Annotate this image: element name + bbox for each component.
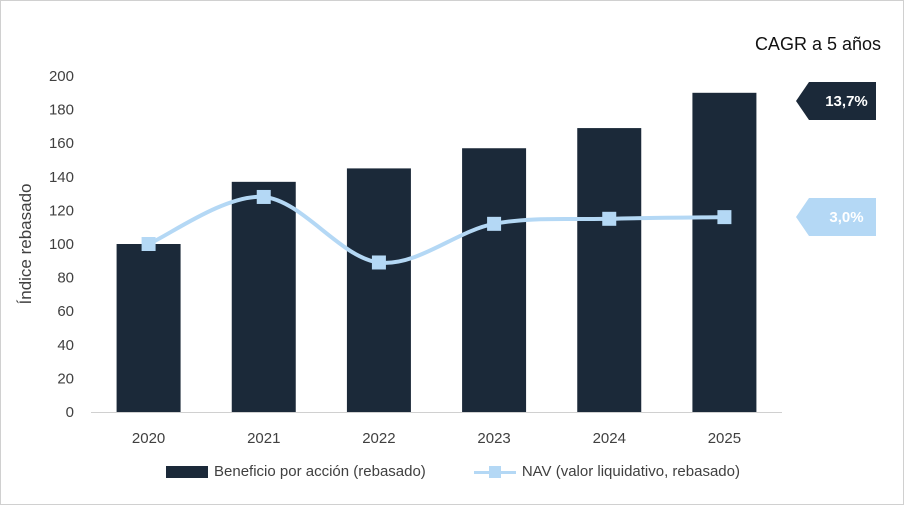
cagr-title: CAGR a 5 años — [755, 34, 881, 54]
legend-label-eps: Beneficio por acción (rebasado) — [214, 463, 426, 480]
cagr-flag-label: 3,0% — [829, 209, 863, 226]
bar-2023 — [462, 148, 527, 413]
y-tick-label: 80 — [57, 270, 74, 287]
cagr-flag-shape — [796, 198, 876, 236]
x-tick-label: 2022 — [362, 430, 395, 447]
y-tick-label: 20 — [57, 370, 74, 387]
y-tick-label: 40 — [57, 337, 74, 354]
cagr-flags: 13,7% 3,0% — [796, 82, 876, 236]
bar-2024 — [577, 128, 642, 412]
y-tick-label: 120 — [49, 202, 74, 219]
nav-series-markers — [141, 189, 732, 270]
x-tick-label: 2025 — [708, 430, 741, 447]
cagr-flag-shape — [796, 82, 876, 120]
y-tick-label: 160 — [49, 135, 74, 152]
y-tick-label: 60 — [57, 303, 74, 320]
x-tick-label: 2021 — [247, 430, 280, 447]
y-axis-ticks: 0 20 40 60 80 100 120 140 160 180 200 — [49, 68, 74, 421]
legend-swatch-line — [473, 465, 516, 478]
legend-item-eps: Beneficio por acción (rebasado) — [166, 463, 426, 480]
bar-series — [116, 92, 757, 413]
nav-marker-2022 — [371, 255, 386, 270]
y-tick-label: 0 — [66, 404, 74, 421]
bar-2020 — [116, 244, 181, 412]
nav-marker-2023 — [487, 216, 502, 231]
legend: Beneficio por acción (rebasado) NAV (val… — [1, 463, 904, 480]
y-tick-label: 140 — [49, 169, 74, 186]
y-tick-label: 200 — [49, 68, 74, 85]
nav-marker-2025 — [717, 210, 732, 225]
x-tick-label: 2024 — [593, 430, 626, 447]
x-axis-ticks: 2020 2021 2022 2023 2024 2025 — [132, 430, 741, 447]
bar-2021 — [231, 181, 296, 412]
y-tick-label: 100 — [49, 236, 74, 253]
bar-2022 — [346, 168, 411, 412]
x-tick-label: 2020 — [132, 430, 165, 447]
legend-swatch-bar — [166, 465, 209, 478]
legend-item-nav: NAV (valor liquidativo, rebasado) — [473, 463, 740, 480]
bar-2025 — [692, 92, 757, 413]
nav-marker-2024 — [602, 211, 617, 226]
cagr-flag-label: 13,7% — [825, 93, 868, 110]
y-axis-label: Índice rebasado — [16, 184, 35, 305]
nav-marker-2020 — [141, 237, 156, 251]
nav-marker-2021 — [256, 189, 271, 204]
x-tick-label: 2023 — [477, 430, 510, 447]
y-tick-label: 180 — [49, 102, 74, 119]
legend-label-nav: NAV (valor liquidativo, rebasado) — [521, 463, 740, 480]
